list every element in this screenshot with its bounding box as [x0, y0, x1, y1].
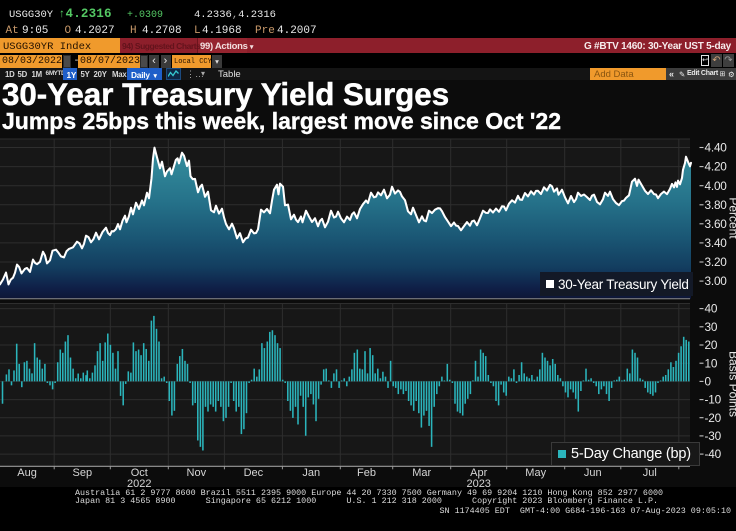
svg-text:Mar: Mar	[412, 467, 431, 479]
svg-text:-20: -20	[705, 411, 722, 425]
svg-text:3.80: 3.80	[705, 198, 728, 212]
svg-text:May: May	[525, 467, 546, 479]
svg-text:Jan: Jan	[302, 467, 320, 479]
svg-text:4.20: 4.20	[705, 160, 728, 174]
svg-text:Nov: Nov	[187, 467, 207, 479]
svg-text:10: 10	[705, 356, 718, 370]
svg-text:-40: -40	[705, 447, 722, 461]
svg-text:3.00: 3.00	[705, 274, 728, 288]
svg-text:Aug: Aug	[17, 467, 37, 479]
svg-text:Percent: Percent	[727, 197, 736, 239]
svg-text:4.40: 4.40	[705, 141, 728, 155]
svg-text:3.20: 3.20	[705, 255, 728, 269]
svg-text:20: 20	[705, 338, 718, 352]
svg-text:3.60: 3.60	[705, 217, 728, 231]
svg-text:Dec: Dec	[244, 467, 264, 479]
svg-text:Oct: Oct	[131, 467, 148, 479]
svg-text:3.40: 3.40	[705, 236, 728, 250]
svg-text:-30: -30	[705, 429, 722, 443]
svg-text:Apr: Apr	[470, 467, 487, 479]
svg-text:Feb: Feb	[357, 467, 376, 479]
svg-text:Sep: Sep	[73, 467, 93, 479]
svg-text:-10: -10	[705, 393, 722, 407]
svg-text:Jun: Jun	[584, 467, 602, 479]
svg-text:Basis Points: Basis Points	[727, 351, 736, 417]
svg-text:40: 40	[705, 302, 718, 316]
svg-text:30: 30	[705, 320, 718, 334]
svg-text:Jul: Jul	[643, 467, 657, 479]
svg-text:4.00: 4.00	[705, 179, 728, 193]
svg-text:0: 0	[705, 375, 712, 389]
